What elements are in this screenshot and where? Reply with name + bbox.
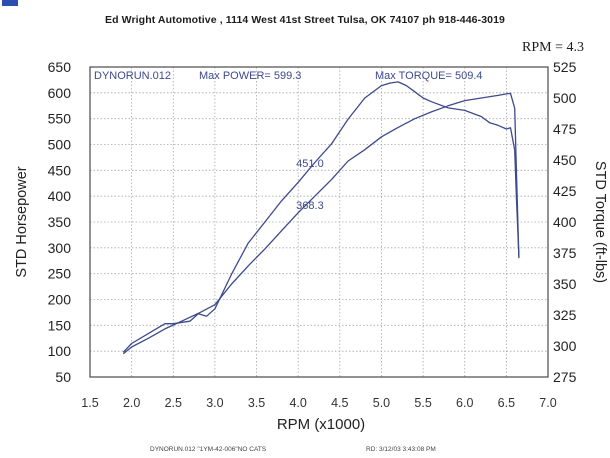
x-tick-label: 5.0 [373, 396, 390, 410]
footer-timestamp: RD: 3/12/03 3:43:08 PM [366, 446, 436, 453]
y-axis-title-right: STD Torque (ft-lbs) [592, 161, 608, 283]
x-tick-label: 3.0 [206, 396, 223, 410]
legend-max-power: Max POWER= 599.3 [199, 70, 301, 82]
power-line [122, 92, 520, 355]
y-tick-label-right: 450 [553, 152, 577, 168]
y-tick-label-right: 425 [553, 183, 577, 199]
x-tick-label: 4.5 [331, 396, 348, 410]
x-tick-label: 6.5 [498, 396, 515, 410]
y-tick-label-left: 500 [48, 137, 72, 153]
x-tick-label: 3.5 [248, 396, 265, 410]
y-tick-label-left: 150 [48, 317, 72, 333]
y-tick-label-left: 250 [48, 266, 72, 282]
x-tick-label: 2.0 [123, 396, 140, 410]
y-tick-label-left: 200 [48, 292, 72, 308]
y-tick-label-right: 400 [553, 214, 577, 230]
legend-run: DYNORUN.012 [94, 70, 171, 82]
y-tick-label-left: 650 [48, 59, 72, 75]
x-tick-label: 1.5 [81, 396, 98, 410]
plot-frame [89, 66, 549, 378]
x-axis-title: RPM (x1000) [277, 416, 365, 433]
y-tick-label-left: 350 [48, 214, 72, 230]
y-tick-label-right: 350 [553, 276, 577, 292]
y-tick-label-left: 400 [48, 188, 72, 204]
x-tick-label: 5.5 [414, 396, 431, 410]
x-tick-label: 4.0 [289, 396, 306, 410]
value-annotation: 368.3 [296, 200, 324, 212]
y-tick-label-right: 525 [553, 59, 577, 75]
y-tick-label-right: 325 [553, 307, 577, 323]
footer-run-info: DYNORUN.012 "1YM-42-006"NO CATS [150, 446, 267, 453]
y-tick-label-left: 50 [55, 369, 71, 385]
rpm-note: RPM = 4.3 [522, 40, 584, 55]
y-tick-label-right: 300 [553, 338, 577, 354]
y-tick-label-right: 475 [553, 121, 577, 137]
value-annotation: 451.0 [296, 158, 324, 170]
x-tick-label: 7.0 [539, 396, 556, 410]
y-tick-label-left: 550 [48, 111, 72, 127]
torque-line [122, 81, 520, 353]
y-tick-label-right: 375 [553, 245, 577, 261]
x-tick-label: 2.5 [165, 396, 182, 410]
legend-max-torque: Max TORQUE= 509.4 [375, 70, 483, 82]
y-axis-title-left: STD Horsepower [14, 166, 30, 277]
x-tick-label: 6.0 [456, 396, 473, 410]
y-tick-label-left: 600 [48, 85, 72, 101]
y-tick-label-left: 450 [48, 162, 72, 178]
y-tick-label-right: 500 [553, 90, 577, 106]
y-tick-label-left: 100 [48, 343, 72, 359]
y-tick-label-left: 300 [48, 240, 72, 256]
shop-header: Ed Wright Automotive , 1114 West 41st St… [105, 14, 505, 26]
y-tick-label-right: 275 [553, 369, 577, 385]
corner-mark [2, 0, 18, 6]
